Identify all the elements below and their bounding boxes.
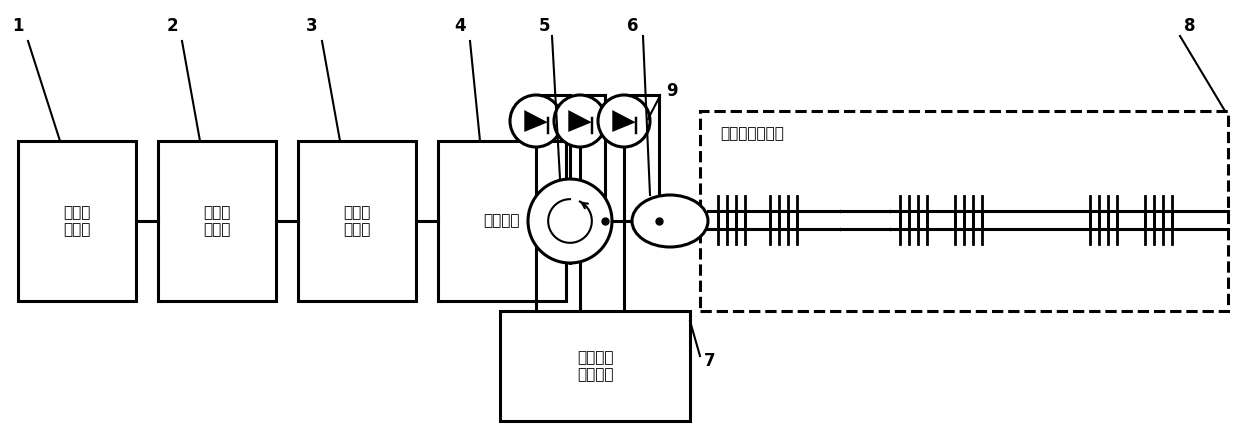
Text: 2: 2 <box>166 17 177 35</box>
Circle shape <box>598 95 650 147</box>
FancyBboxPatch shape <box>157 141 277 301</box>
Text: 双光纤光栅阵列: 双光纤光栅阵列 <box>720 126 784 141</box>
FancyBboxPatch shape <box>298 141 415 301</box>
Polygon shape <box>568 110 591 132</box>
Text: 3: 3 <box>306 17 317 35</box>
FancyBboxPatch shape <box>438 141 565 301</box>
Circle shape <box>554 95 606 147</box>
Text: 5: 5 <box>539 17 551 35</box>
Circle shape <box>510 95 562 147</box>
FancyBboxPatch shape <box>701 111 1228 311</box>
Text: 9: 9 <box>666 82 678 100</box>
Text: 窄线宽
激光器: 窄线宽 激光器 <box>63 205 91 237</box>
Circle shape <box>528 179 613 263</box>
Text: 嵌入式信
号处理器: 嵌入式信 号处理器 <box>577 350 614 382</box>
Polygon shape <box>613 110 636 132</box>
Text: 8: 8 <box>1184 17 1195 35</box>
Text: 脉冲光
调制器: 脉冲光 调制器 <box>203 205 231 237</box>
Text: 7: 7 <box>704 352 715 370</box>
Text: 4: 4 <box>454 17 466 35</box>
FancyBboxPatch shape <box>19 141 136 301</box>
Text: 6: 6 <box>627 17 639 35</box>
Polygon shape <box>525 110 548 132</box>
Text: 1: 1 <box>12 17 24 35</box>
FancyBboxPatch shape <box>500 311 689 421</box>
Text: 脉冲光
放大器: 脉冲光 放大器 <box>343 205 371 237</box>
Text: 光滤波器: 光滤波器 <box>484 213 521 228</box>
Ellipse shape <box>632 195 708 247</box>
